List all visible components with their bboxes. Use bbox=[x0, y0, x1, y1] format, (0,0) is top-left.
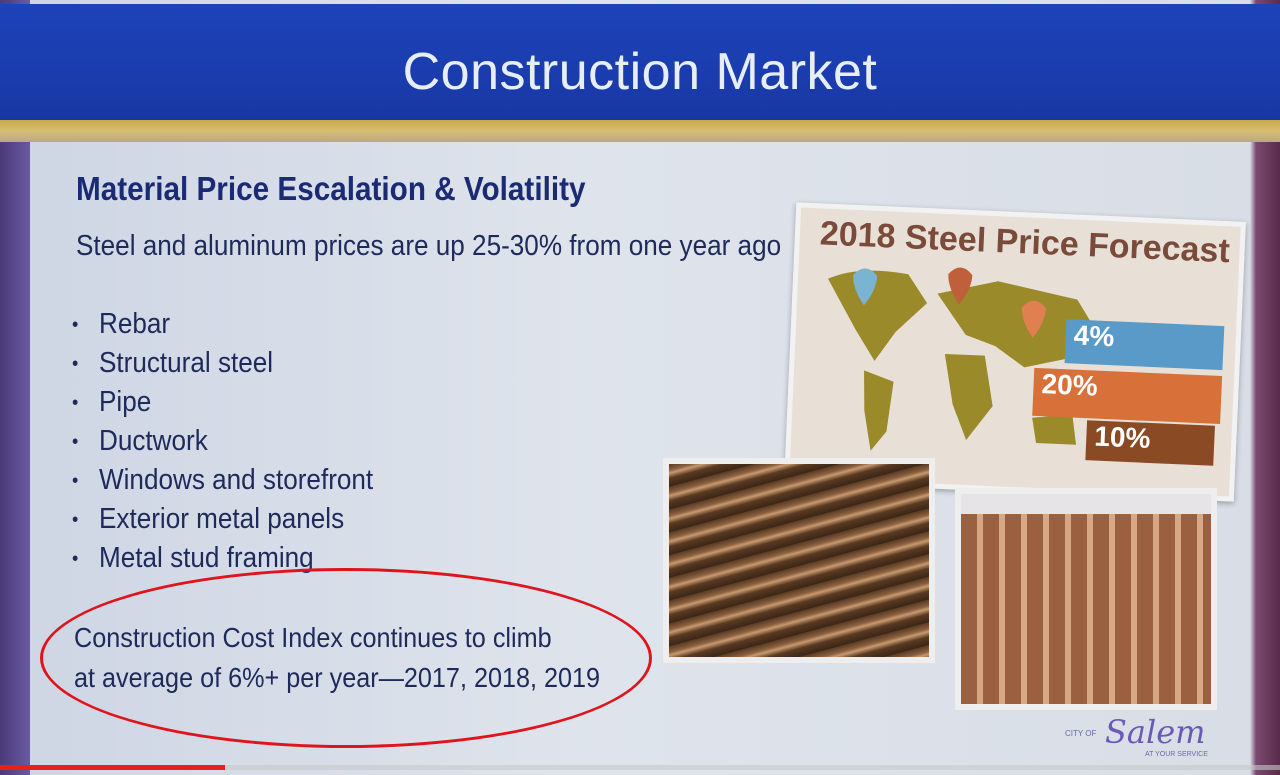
video-progress-bar[interactable] bbox=[0, 765, 1280, 770]
list-item: • Exterior metal panels bbox=[72, 503, 345, 535]
stat-band: 20% bbox=[1032, 367, 1223, 425]
stat-band: 4% bbox=[1064, 319, 1225, 371]
lead-text: Steel and aluminum prices are up 25-30% … bbox=[76, 230, 782, 262]
rebar-photo bbox=[663, 458, 935, 663]
city-of-salem-logo: CITY OF Salem AT YOUR SERVICE bbox=[1065, 713, 1235, 765]
slide-subtitle: Material Price Escalation & Volatility bbox=[76, 170, 586, 207]
list-item: • Windows and storefront bbox=[72, 464, 374, 496]
slide-header: Construction Market bbox=[0, 4, 1280, 122]
logo-prefix: CITY OF bbox=[1065, 729, 1097, 738]
bullet-list: • Rebar • Structural steel • Pipe • Ductwork… bbox=[72, 306, 407, 579]
list-item: • Metal stud framing bbox=[72, 542, 314, 574]
steel-forecast-image: 2018 Steel Price Forecast 4% 20% 10% bbox=[784, 202, 1246, 502]
list-item: • Rebar bbox=[72, 308, 171, 340]
logo-tagline: AT YOUR SERVICE bbox=[1145, 751, 1208, 758]
building-photo bbox=[955, 488, 1217, 710]
list-item: • Pipe bbox=[72, 386, 152, 418]
logo-name: Salem bbox=[1105, 713, 1206, 751]
highlight-ellipse bbox=[40, 568, 652, 748]
video-progress-fill bbox=[0, 765, 226, 770]
list-item: • Structural steel bbox=[72, 347, 274, 379]
stat-band: 10% bbox=[1085, 420, 1215, 466]
world-map-icon bbox=[828, 267, 1097, 451]
list-item: • Ductwork bbox=[72, 425, 208, 457]
slide-title: Construction Market bbox=[402, 43, 878, 101]
header-stripe bbox=[0, 120, 1280, 142]
